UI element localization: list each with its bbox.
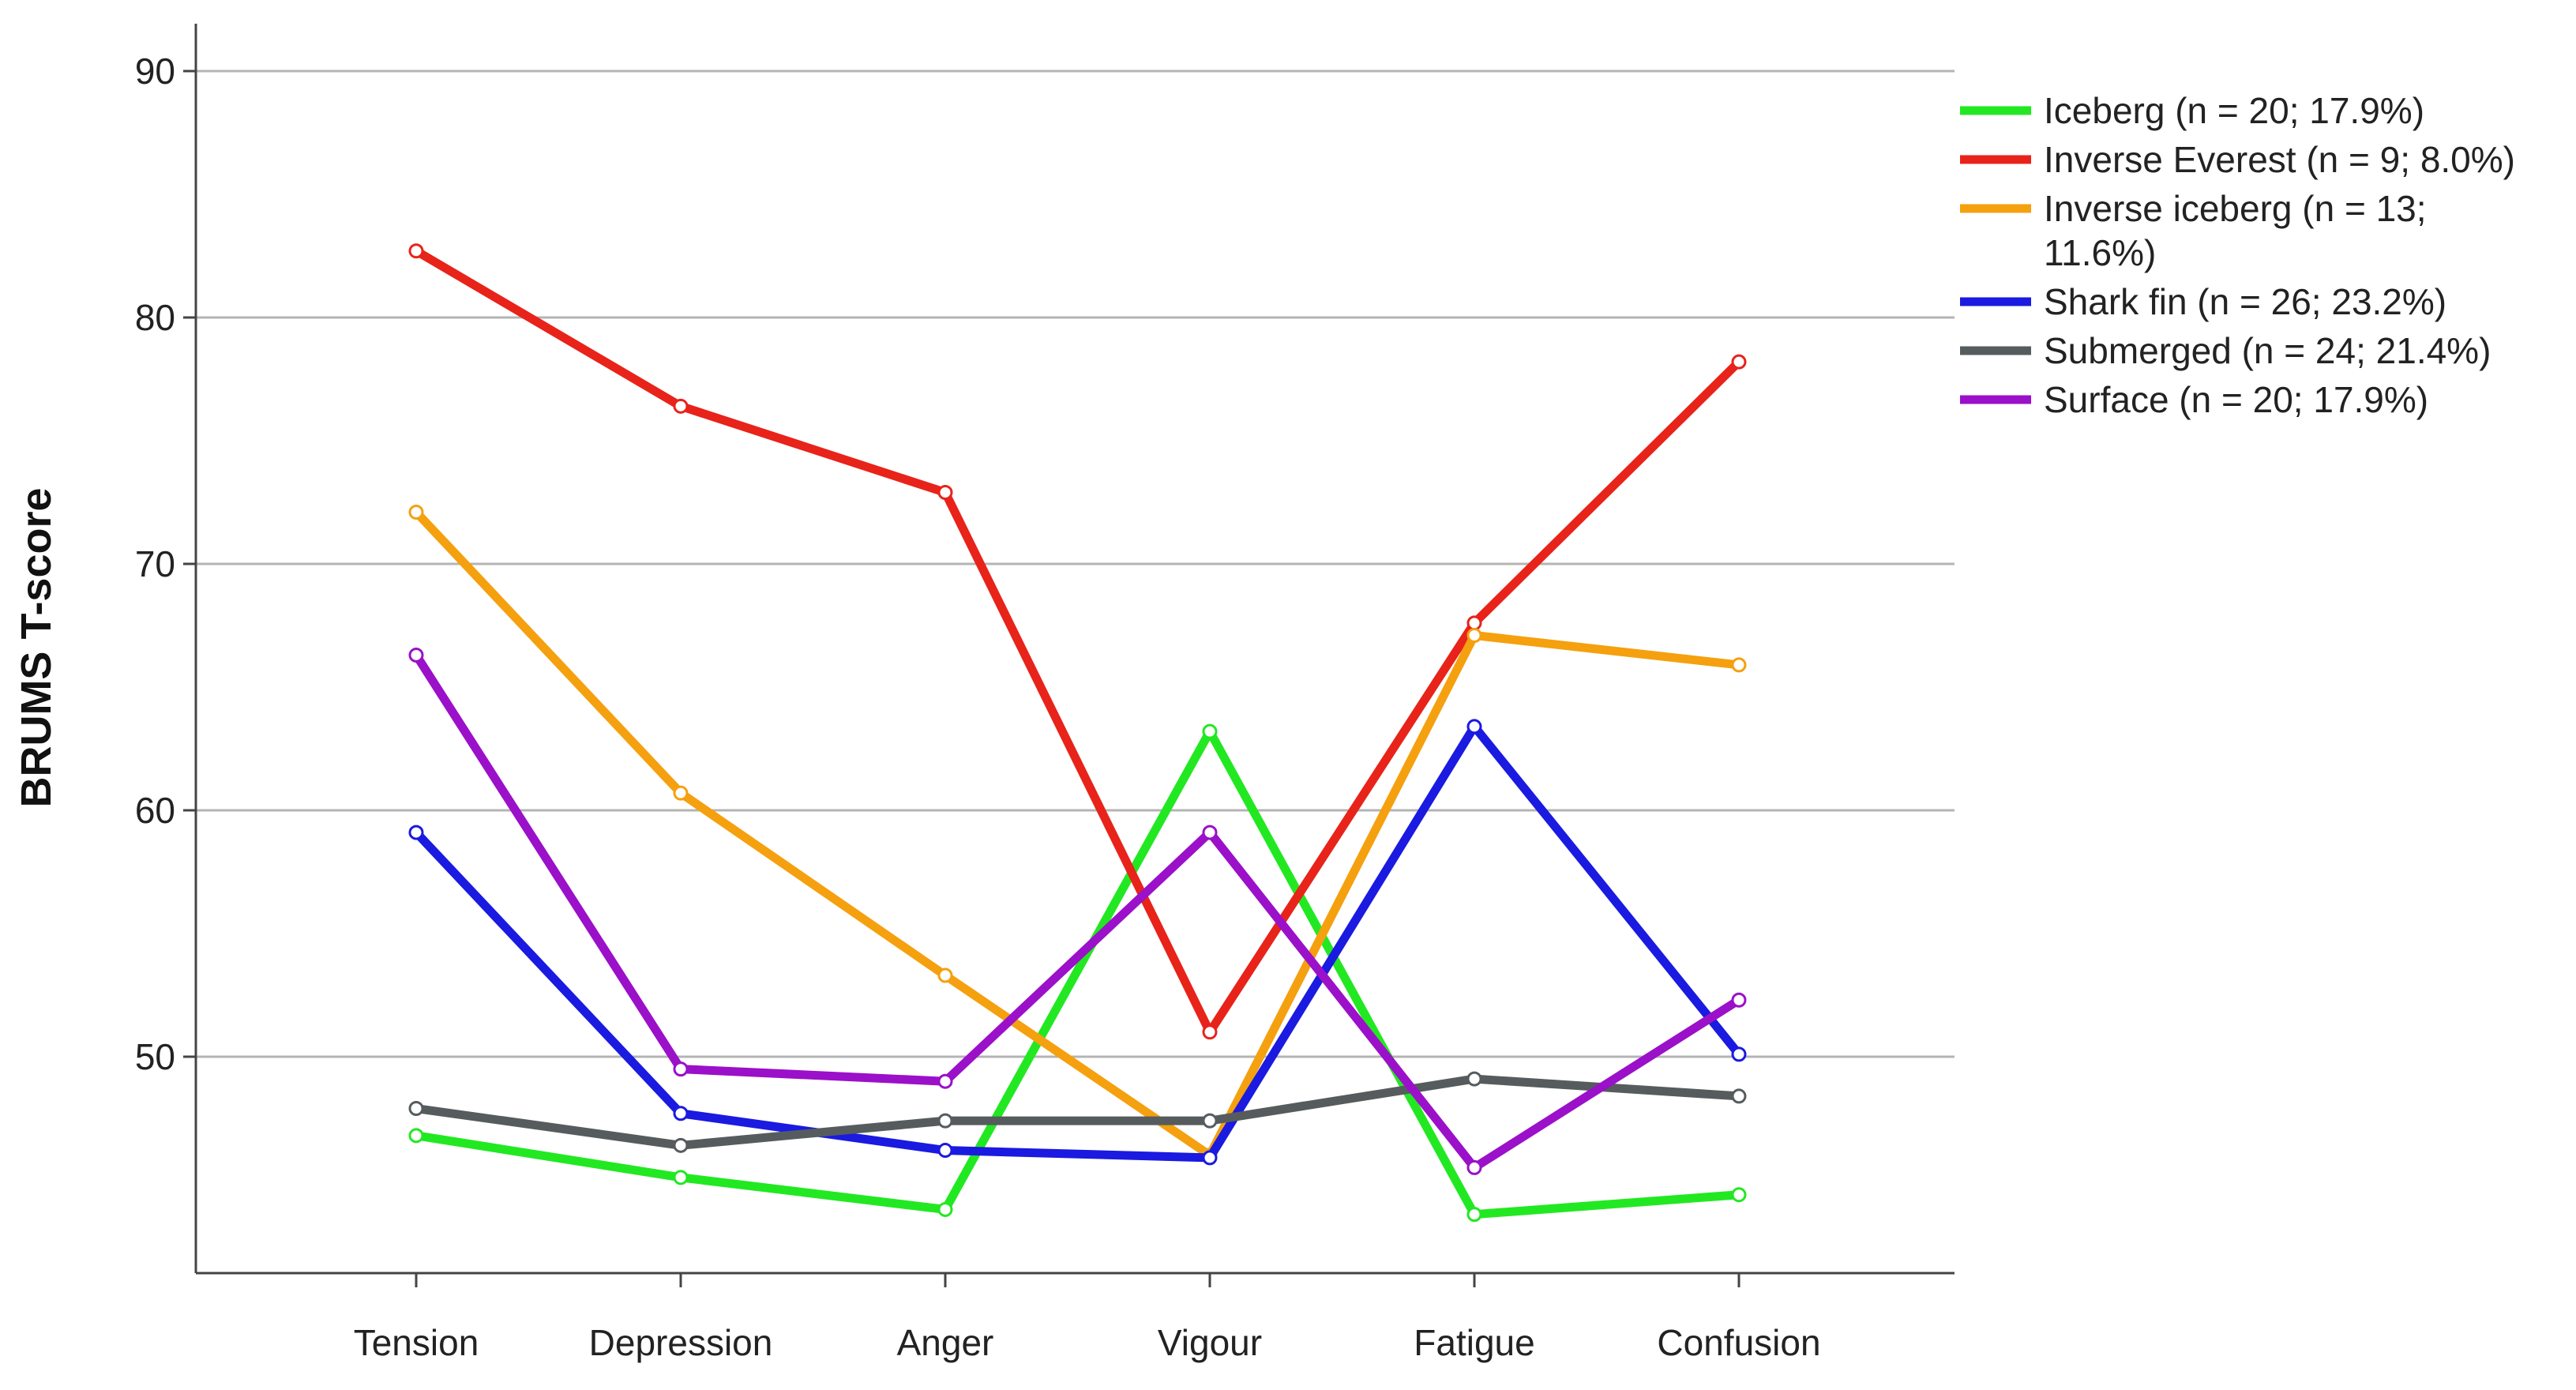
y-tick-label-60: 60 xyxy=(135,790,175,831)
y-axis-title: BRUMS T-score xyxy=(13,487,60,807)
data-point-iceberg-tension xyxy=(408,1128,424,1144)
series-surface xyxy=(408,647,1747,1175)
series-inverse-iceberg xyxy=(408,504,1747,1163)
data-point-inverse-everest-confusion xyxy=(1731,354,1747,370)
x-tick-label-fatigue: Fatigue xyxy=(1414,1322,1534,1363)
legend-item-iceberg: Iceberg (n = 20; 17.9%) xyxy=(1960,90,2424,131)
series-submerged xyxy=(408,1071,1747,1153)
data-point-shark-fin-anger xyxy=(937,1143,953,1159)
legend-item-surface: Surface (n = 20; 17.9%) xyxy=(1960,379,2428,420)
y-tick-label-50: 50 xyxy=(135,1036,175,1077)
series-line-shark-fin xyxy=(411,722,1744,1163)
x-tick-label-anger: Anger xyxy=(897,1322,994,1363)
legend-label-inverse-everest: Inverse Everest (n = 9; 8.0%) xyxy=(2044,139,2515,180)
data-point-surface-confusion xyxy=(1731,992,1747,1008)
data-point-submerged-confusion xyxy=(1731,1088,1747,1104)
x-tick-label-tension: Tension xyxy=(354,1322,479,1363)
legend-label-inverse-iceberg: 11.6%) xyxy=(2044,232,2156,273)
legend-label-surface: Surface (n = 20; 17.9%) xyxy=(2044,379,2428,420)
data-point-surface-vigour xyxy=(1202,825,1218,840)
data-point-iceberg-vigour xyxy=(1202,723,1218,739)
series-shark-fin xyxy=(408,719,1747,1166)
data-point-inverse-everest-depression xyxy=(673,398,689,414)
x-tick-label-vigour: Vigour xyxy=(1158,1322,1262,1363)
grid-layer xyxy=(196,70,1955,1058)
legend-item-inverse-everest: Inverse Everest (n = 9; 8.0%) xyxy=(1960,139,2515,180)
axes-layer xyxy=(183,24,1955,1287)
legend: Iceberg (n = 20; 17.9%) Inverse Everest (… xyxy=(1960,90,2515,420)
data-point-inverse-everest-anger xyxy=(937,485,953,501)
x-tick-label-confusion: Confusion xyxy=(1657,1322,1820,1363)
data-point-submerged-vigour xyxy=(1202,1113,1218,1129)
data-point-submerged-tension xyxy=(408,1101,424,1117)
series-line-inverse-iceberg xyxy=(411,507,1744,1160)
legend-item-shark-fin: Shark fin (n = 26; 23.2%) xyxy=(1960,281,2446,322)
series-iceberg xyxy=(408,723,1747,1223)
labels-layer: 50 60 70 80 90 Tension Depression Anger Vigour Fa… xyxy=(13,51,1821,1363)
x-tick-label-depression: Depression xyxy=(589,1322,773,1363)
data-point-shark-fin-confusion xyxy=(1731,1046,1747,1062)
series-line-inverse-everest xyxy=(411,246,1744,1037)
data-point-iceberg-anger xyxy=(937,1201,953,1217)
legend-label-submerged: Submerged (n = 24; 21.4%) xyxy=(2044,330,2491,371)
y-tick-label-70: 70 xyxy=(135,543,175,584)
data-point-surface-fatigue xyxy=(1466,1159,1482,1175)
data-point-surface-tension xyxy=(408,647,424,663)
data-point-iceberg-fatigue xyxy=(1466,1207,1482,1223)
data-point-inverse-iceberg-tension xyxy=(408,504,424,520)
legend-item-inverse-iceberg: Inverse iceberg (n = 13;11.6%) xyxy=(1960,188,2427,273)
data-point-submerged-depression xyxy=(673,1137,689,1153)
series-inverse-everest xyxy=(408,243,1747,1040)
legend-label-iceberg: Iceberg (n = 20; 17.9%) xyxy=(2044,90,2424,131)
data-point-shark-fin-vigour xyxy=(1202,1150,1218,1166)
data-point-shark-fin-depression xyxy=(673,1106,689,1121)
legend-label-inverse-iceberg: Inverse iceberg (n = 13; xyxy=(2044,188,2427,229)
series-line-submerged xyxy=(411,1074,1744,1150)
data-point-inverse-iceberg-depression xyxy=(673,785,689,801)
data-point-inverse-iceberg-fatigue xyxy=(1466,627,1482,643)
data-point-surface-anger xyxy=(937,1073,953,1089)
series-line-iceberg xyxy=(411,727,1744,1219)
data-point-inverse-everest-fatigue xyxy=(1466,615,1482,631)
data-point-inverse-iceberg-anger xyxy=(937,967,953,983)
data-point-inverse-iceberg-confusion xyxy=(1731,657,1747,673)
data-point-submerged-anger xyxy=(937,1113,953,1129)
y-tick-label-90: 90 xyxy=(135,51,175,92)
data-point-iceberg-confusion xyxy=(1731,1187,1747,1203)
series-line-surface xyxy=(411,650,1744,1172)
data-point-inverse-everest-tension xyxy=(408,243,424,259)
data-point-iceberg-depression xyxy=(673,1170,689,1185)
data-point-inverse-everest-vigour xyxy=(1202,1024,1218,1040)
series-layer xyxy=(408,243,1747,1223)
data-point-submerged-fatigue xyxy=(1466,1071,1482,1087)
data-point-shark-fin-tension xyxy=(408,825,424,840)
legend-label-shark-fin: Shark fin (n = 26; 23.2%) xyxy=(2044,281,2446,322)
data-point-surface-depression xyxy=(673,1061,689,1077)
data-point-shark-fin-fatigue xyxy=(1466,719,1482,734)
legend-item-submerged: Submerged (n = 24; 21.4%) xyxy=(1960,330,2491,371)
y-tick-label-80: 80 xyxy=(135,297,175,338)
